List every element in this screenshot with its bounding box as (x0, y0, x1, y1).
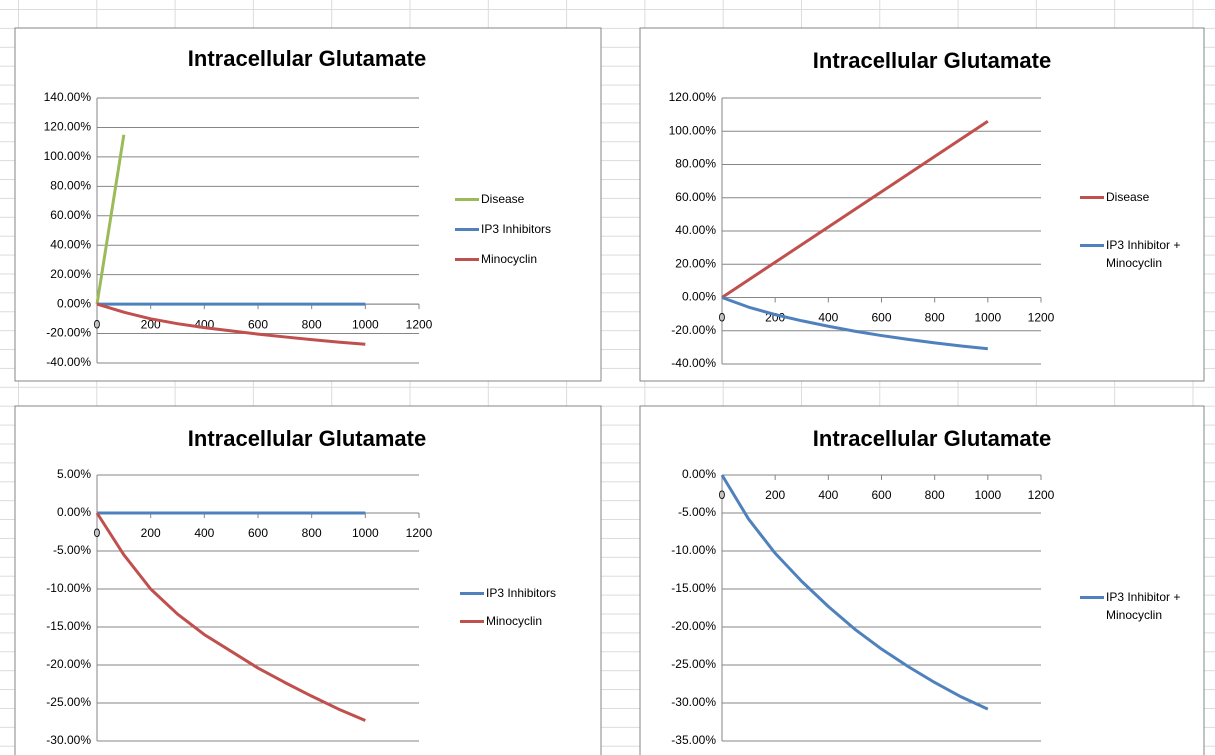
legend-swatch (460, 592, 484, 595)
y-tick-label: -20.00% (46, 326, 91, 340)
y-tick-label: -25.00% (671, 657, 716, 671)
y-tick-label: 140.00% (44, 90, 92, 104)
legend-entry: IP3 Inhibitors (455, 222, 576, 238)
series-line (720, 474, 989, 711)
y-tick-label: -10.00% (671, 543, 716, 557)
y-tick-label: 120.00% (44, 120, 92, 134)
y-tick-label: 80.00% (675, 157, 716, 171)
x-tick-label: 400 (818, 311, 838, 325)
legend-label: Disease (1106, 190, 1150, 204)
series-line (95, 512, 366, 722)
legend-label: Minocyclin (486, 614, 543, 628)
x-tick-label: 0 (719, 311, 726, 325)
y-tick-label: -30.00% (671, 695, 716, 709)
legend-label: IP3 Inhibitor + Minocyclin (1106, 238, 1181, 270)
y-tick-label: 0.00% (682, 290, 716, 304)
y-tick-label: -20.00% (671, 619, 716, 633)
chart-title: Intracellular Glutamate (813, 48, 1051, 73)
x-tick-label: 1000 (974, 488, 1001, 502)
y-tick-label: 0.00% (57, 296, 91, 310)
x-tick-label: 1200 (1028, 488, 1055, 502)
legend-entry: IP3 Inhibitor + Minocyclin (1080, 590, 1201, 624)
legend-label: IP3 Inhibitors (486, 586, 557, 600)
x-tick-label: 1000 (352, 526, 379, 540)
x-tick-label: 1200 (406, 526, 433, 540)
y-tick-label: 60.00% (675, 190, 716, 204)
y-tick-label: 100.00% (669, 123, 717, 137)
x-tick-label: 800 (302, 317, 322, 331)
x-tick-label: 1200 (406, 317, 433, 331)
legend-entry: Minocyclin (455, 252, 576, 268)
y-tick-label: -25.00% (46, 695, 91, 709)
x-tick-label: 200 (141, 526, 161, 540)
x-tick-label: 400 (194, 526, 214, 540)
y-tick-label: -35.00% (671, 733, 716, 747)
y-tick-label: -40.00% (46, 355, 91, 369)
y-tick-label: -5.00% (678, 505, 716, 519)
legend-entry: Minocyclin (460, 614, 581, 630)
y-tick-label: -20.00% (671, 323, 716, 337)
y-tick-label: -15.00% (46, 619, 91, 633)
y-tick-label: 0.00% (682, 467, 716, 481)
series-line (721, 120, 989, 299)
y-tick-label: 100.00% (44, 149, 92, 163)
x-tick-label: 1000 (974, 311, 1001, 325)
y-tick-label: 20.00% (50, 267, 91, 281)
legend-entry: IP3 Inhibitor + Minocyclin (1080, 238, 1201, 272)
legend-entry: IP3 Inhibitors (460, 586, 581, 602)
y-tick-label: -20.00% (46, 657, 91, 671)
chart-title: Intracellular Glutamate (188, 426, 426, 451)
x-tick-label: 600 (248, 317, 268, 331)
y-tick-label: 0.00% (57, 505, 91, 519)
chart-frame (639, 27, 1205, 382)
y-tick-label: 20.00% (675, 256, 716, 270)
x-tick-label: 400 (818, 488, 838, 502)
y-tick-label: -40.00% (671, 356, 716, 370)
chart-frame (14, 405, 602, 755)
x-tick-label: 600 (871, 488, 891, 502)
legend-swatch (455, 198, 479, 201)
chart-frame (639, 405, 1205, 755)
y-tick-label: 40.00% (50, 237, 91, 251)
y-tick-label: -30.00% (46, 733, 91, 747)
x-tick-label: 800 (925, 488, 945, 502)
y-tick-label: 5.00% (57, 467, 91, 481)
y-tick-label: 120.00% (669, 90, 717, 104)
legend-swatch (455, 258, 479, 261)
x-tick-label: 200 (765, 488, 785, 502)
y-tick-label: 60.00% (50, 208, 91, 222)
legend-swatch (1080, 196, 1104, 199)
legend-entry: Disease (455, 192, 576, 208)
x-tick-label: 600 (871, 311, 891, 325)
x-tick-label: 0 (94, 526, 101, 540)
y-tick-label: 80.00% (50, 179, 91, 193)
y-tick-label: -10.00% (46, 581, 91, 595)
legend-label: Minocyclin (481, 252, 538, 266)
legend-label: IP3 Inhibitors (481, 222, 552, 236)
legend-swatch (455, 228, 479, 231)
chart-title: Intracellular Glutamate (813, 426, 1051, 451)
legend-label: IP3 Inhibitor + Minocyclin (1106, 590, 1181, 622)
legend-label: Disease (481, 192, 525, 206)
x-tick-label: 600 (248, 526, 268, 540)
x-tick-label: 800 (925, 311, 945, 325)
legend-swatch (1080, 596, 1104, 599)
x-tick-label: 1200 (1028, 311, 1055, 325)
y-tick-label: -5.00% (53, 543, 91, 557)
legend-entry: Disease (1080, 190, 1201, 206)
legend-swatch (1080, 244, 1104, 247)
x-tick-label: 0 (719, 488, 726, 502)
series-line (95, 134, 126, 305)
y-tick-label: -15.00% (671, 581, 716, 595)
series-line (721, 296, 988, 351)
x-tick-label: 800 (302, 526, 322, 540)
chart-title: Intracellular Glutamate (188, 46, 426, 71)
x-tick-label: 0 (94, 317, 101, 331)
y-tick-label: 40.00% (675, 223, 716, 237)
x-tick-label: 1000 (352, 317, 379, 331)
series-line (96, 302, 366, 346)
legend-swatch (460, 620, 484, 623)
